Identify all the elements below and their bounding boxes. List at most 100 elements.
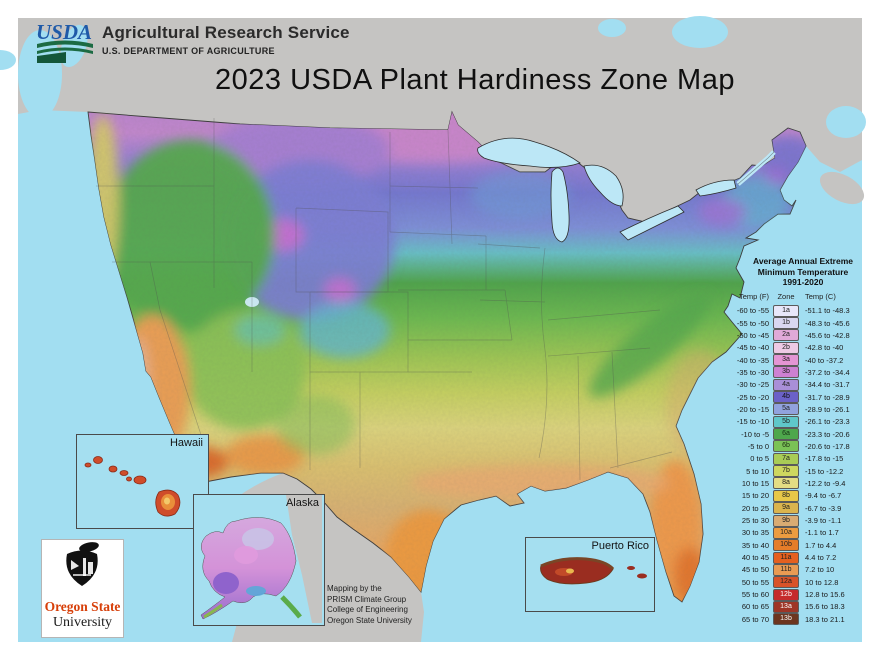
temp-f-range: 25 to 30	[741, 516, 769, 526]
temp-f-range: 60 to 65	[741, 602, 769, 612]
legend-row-3b: -35 to -30 3b -37.2 to -34.4	[729, 366, 877, 379]
temp-f-range: 15 to 20	[741, 491, 769, 501]
legend-row-9b: 25 to 30 9b -3.9 to -1.1	[729, 514, 877, 527]
legend-row-4b: -25 to -20 4b -31.7 to -28.9	[729, 391, 877, 404]
temp-c-range: 10 to 12.8	[805, 577, 839, 587]
temp-c-range: -45.6 to -42.8	[805, 330, 850, 340]
zone-chip-9b: 9b	[773, 514, 799, 527]
usda-swoosh-icon	[37, 40, 93, 48]
legend-row-12b: 55 to 60 12b 12.8 to 15.6	[729, 588, 877, 601]
zone-chip-8a: 8a	[773, 477, 799, 490]
temp-f-range: 5 to 10	[746, 466, 769, 476]
osu-name-line2: University	[52, 615, 113, 630]
temp-c-range: -6.7 to -3.9	[805, 503, 842, 513]
attribution-line3: College of Engineering	[327, 605, 408, 614]
temp-f-range: -30 to -25	[736, 380, 769, 390]
canada-landmass	[0, 16, 866, 222]
legend-row-11b: 45 to 50 11b 7.2 to 10	[729, 563, 877, 576]
temp-f-range: 10 to 15	[741, 478, 769, 488]
legend-row-5a: -20 to -15 5a -28.9 to -26.1	[729, 403, 877, 416]
temp-c-range: 1.7 to 4.4	[805, 540, 837, 550]
puerto-rico-island	[540, 557, 647, 585]
temp-c-range: 12.8 to 15.6	[805, 590, 845, 600]
legend-row-6b: -5 to 0 6b -20.6 to -17.8	[729, 440, 877, 453]
temp-f-range: -20 to -15	[736, 404, 769, 414]
legend-row-7a: 0 to 5 7a -17.8 to -15	[729, 452, 877, 465]
temp-c-range: -1.1 to 1.7	[805, 528, 839, 538]
temp-f-range: -10 to -5	[741, 429, 769, 439]
legend-title-line2: Minimum Temperature	[757, 266, 849, 277]
temp-c-range: -20.6 to -17.8	[805, 441, 850, 451]
hawaii-islands	[84, 456, 181, 517]
legend-row-1a: -60 to -55 1a -51.1 to -48.3	[729, 304, 877, 317]
zone-chip-9a: 9a	[773, 502, 799, 515]
legend-row-7b: 5 to 10 7b -15 to -12.2	[729, 465, 877, 478]
zone-chip-7a: 7a	[773, 452, 799, 465]
legend-col-zone: Zone	[777, 291, 795, 301]
temp-c-range: -15 to -12.2	[805, 466, 844, 476]
legend-row-12a: 50 to 55 12a 10 to 12.8	[729, 576, 877, 589]
temp-f-range: -40 to -35	[736, 355, 769, 365]
temp-c-range: 15.6 to 18.3	[805, 602, 845, 612]
temp-c-range: -17.8 to -15	[805, 454, 844, 464]
temp-f-range: 65 to 70	[741, 614, 769, 624]
legend-row-2a: -50 to -45 2a -45.6 to -42.8	[729, 329, 877, 342]
zone-chip-3b: 3b	[773, 366, 799, 379]
legend-row-10a: 30 to 35 10a -1.1 to 1.7	[729, 526, 877, 539]
temp-f-range: 0 to 5	[750, 454, 769, 464]
zone-chip-1b: 1b	[773, 317, 799, 330]
temp-f-range: 45 to 50	[741, 565, 769, 575]
great-lakes	[477, 137, 776, 243]
usda-logo-text: USDA	[36, 22, 92, 44]
zone-chip-2b: 2b	[773, 341, 799, 354]
agency-name: Agricultural Research Service	[102, 23, 350, 42]
zone-chip-2a: 2a	[773, 329, 799, 342]
legend-row-10b: 35 to 40 10b 1.7 to 4.4	[729, 539, 877, 552]
temp-f-range: -60 to -55	[736, 306, 769, 316]
temp-c-range: -9.4 to -6.7	[805, 491, 842, 501]
temp-c-range: -31.7 to -28.9	[805, 392, 850, 402]
temp-f-range: 50 to 55	[741, 577, 769, 587]
zone-chip-5a: 5a	[773, 403, 799, 416]
temp-c-range: -51.1 to -48.3	[805, 306, 850, 316]
temp-c-range: -26.1 to -23.3	[805, 417, 850, 427]
temp-f-range: 20 to 25	[741, 503, 769, 513]
attribution-line1: Mapping by the	[327, 584, 382, 593]
temp-c-range: 18.3 to 21.1	[805, 614, 845, 624]
zone-chip-3a: 3a	[773, 354, 799, 367]
zone-chip-7b: 7b	[773, 465, 799, 478]
zone-chip-13a: 13a	[773, 600, 799, 613]
temp-c-range: 4.4 to 7.2	[805, 553, 837, 563]
canada-in-alaska-inset	[286, 495, 322, 623]
legend-row-13b: 65 to 70 13b 18.3 to 21.1	[729, 613, 877, 626]
temp-f-range: -50 to -45	[736, 330, 769, 340]
map-title: 2023 USDA Plant Hardiness Zone Map	[215, 64, 735, 96]
zone-chip-12b: 12b	[773, 588, 799, 601]
legend-col-temp-f: Temp (F)	[739, 291, 769, 301]
legend-row-9a: 20 to 25 9a -6.7 to -3.9	[729, 502, 877, 515]
legend-row-1b: -55 to -50 1b -48.3 to -45.6	[729, 317, 877, 330]
department-name: U.S. DEPARTMENT OF AGRICULTURE	[102, 46, 275, 56]
usda-header: USDA Agricultural Research Service U.S. …	[36, 22, 350, 64]
temp-c-range: -12.2 to -9.4	[805, 478, 846, 488]
temp-c-range: -34.4 to -31.7	[805, 380, 850, 390]
temp-f-range: -5 to 0	[747, 441, 769, 451]
temp-f-range: -25 to -20	[736, 392, 769, 402]
legend-col-temp-c: Temp (C)	[805, 291, 836, 301]
temp-c-range: -42.8 to -40	[805, 343, 844, 353]
temperature-legend: Average Annual Extreme Minimum Temperatu…	[729, 256, 877, 626]
temp-f-range: 35 to 40	[741, 540, 769, 550]
usda-field-icon	[37, 52, 66, 63]
zone-chip-6b: 6b	[773, 440, 799, 453]
temp-c-range: -23.3 to -20.6	[805, 429, 850, 439]
temp-f-range: 55 to 60	[741, 590, 769, 600]
legend-row-8a: 10 to 15 8a -12.2 to -9.4	[729, 477, 877, 490]
usda-swoosh2-icon	[37, 47, 93, 54]
temp-f-range: 30 to 35	[741, 528, 769, 538]
usda-logo: USDA	[36, 22, 93, 63]
legend-title-line1: Average Annual Extreme	[753, 256, 853, 266]
hawaii-label: Hawaii	[169, 437, 203, 449]
zone-chip-1a: 1a	[773, 304, 799, 317]
zone-chip-11a: 11a	[773, 551, 799, 564]
